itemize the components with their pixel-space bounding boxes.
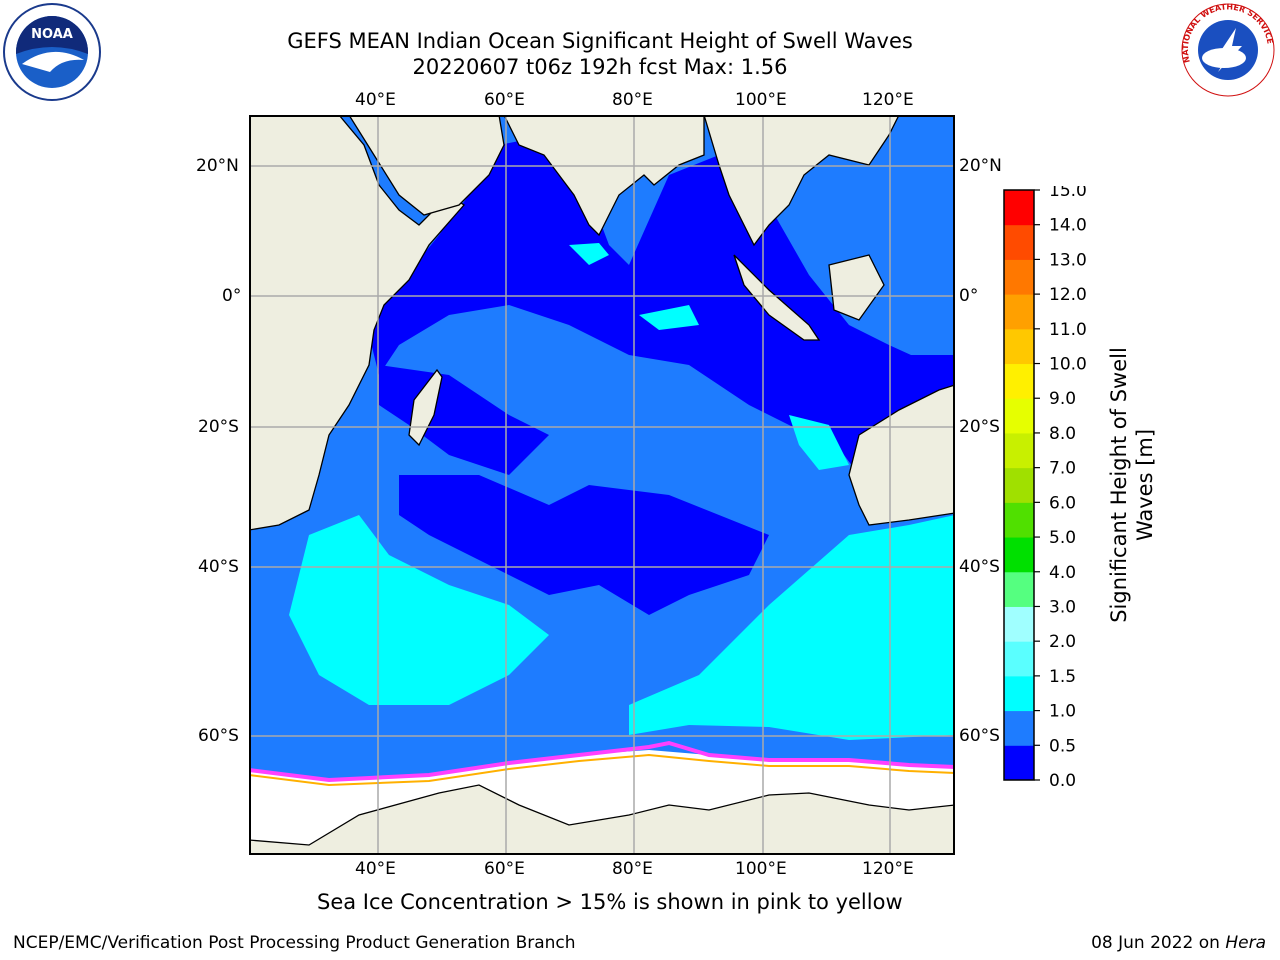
lon-label-bottom-80e: 80°E <box>612 859 653 879</box>
colorbar-tick-label: 3.0 <box>1049 597 1076 617</box>
land-arabia <box>348 115 505 216</box>
colorbar-tick-label: 14.0 <box>1049 216 1087 236</box>
colorbar-tick-label: 6.0 <box>1049 493 1076 513</box>
lon-label-top-120e: 120°E <box>862 90 914 110</box>
land-borneo <box>828 254 885 321</box>
lat-label-right-20n: 20°N <box>959 156 1002 176</box>
lon-label-top-40e: 40°E <box>355 90 396 110</box>
lat-label-right-0: 0° <box>959 286 979 306</box>
low-swell-north <box>369 135 955 445</box>
colorbar-segment <box>1004 259 1034 295</box>
colorbar-segment <box>1004 432 1034 469</box>
lat-label-right-20s: 20°S <box>959 417 1000 437</box>
noaa-logo: NOAA <box>3 3 101 101</box>
colorbar-segment <box>1004 224 1034 260</box>
land-antarctica <box>249 784 955 855</box>
colorbar-label-line2: Waves [m] <box>1133 428 1157 542</box>
colorbar-segment <box>1004 606 1034 642</box>
land-india <box>503 115 705 237</box>
footer-date-text: 08 Jun 2022 on <box>1091 933 1226 953</box>
colorbar-tick-label: 12.0 <box>1049 285 1087 305</box>
colorbar-segment <box>1004 467 1034 503</box>
sea-ice-edge <box>249 740 955 783</box>
colorbar-label-line1: Significant Height of Swell <box>1107 347 1131 623</box>
land-australia <box>848 384 955 526</box>
colorbar-segment <box>1004 571 1034 607</box>
colorbar: 0.0 0.5 1.0 1.5 2.0 3.0 4.0 5.0 6.0 7.0 8.0 9.0 10.0… <box>1003 186 1087 786</box>
map <box>249 115 955 855</box>
colorbar-tick-label: 0.0 <box>1049 771 1076 786</box>
colorbar-segment <box>1004 190 1034 226</box>
lon-label-top-100e: 100°E <box>735 90 787 110</box>
footer-machine: Hera <box>1225 933 1266 953</box>
colorbar-tick-label: 0.5 <box>1049 736 1076 756</box>
lon-label-bottom-100e: 100°E <box>735 859 787 879</box>
colorbar-segment <box>1004 398 1034 434</box>
lat-label-left-0: 0° <box>222 286 242 306</box>
colorbar-tick-label: 2.0 <box>1049 632 1076 652</box>
sea-ice-note: Sea Ice Concentration > 15% is shown in … <box>317 890 903 914</box>
lon-label-bottom-40e: 40°E <box>355 859 396 879</box>
lon-label-top-80e: 80°E <box>612 90 653 110</box>
colorbar-tick-label: 7.0 <box>1049 459 1076 479</box>
low-swell-central <box>399 475 769 615</box>
lat-label-right-60s: 60°S <box>959 726 1000 746</box>
colorbar-tick-label: 1.0 <box>1049 702 1076 722</box>
colorbar-segment <box>1004 328 1034 365</box>
colorbar-segment <box>1004 502 1034 538</box>
colorbar-tick-label: 1.5 <box>1049 667 1076 687</box>
high-swell-southeast <box>629 515 955 740</box>
sea-ice-edge-outer <box>249 753 955 787</box>
gridlines <box>249 115 955 855</box>
lon-label-bottom-120e: 120°E <box>862 859 914 879</box>
lat-label-left-20s: 20°S <box>198 417 239 437</box>
colorbar-frame <box>1003 189 1035 781</box>
colorbar-segment <box>1004 745 1034 781</box>
chart-title-line1: GEFS MEAN Indian Ocean Significant Heigh… <box>287 29 913 53</box>
colorbar-segment <box>1004 675 1034 712</box>
colorbar-segment <box>1004 363 1034 399</box>
high-swell-patch-3 <box>789 415 849 470</box>
colorbar-tick-label: 9.0 <box>1049 389 1076 409</box>
colorbar-segment <box>1004 294 1034 330</box>
footer-date: 08 Jun 2022 on Hera <box>1091 933 1266 953</box>
colorbar-tick-label: 15.0 <box>1049 186 1087 201</box>
lat-label-left-20n: 20°N <box>196 156 239 176</box>
nws-logo: NATIONAL WEATHER SERVICE <box>1181 2 1275 97</box>
noaa-logo-text: NOAA <box>31 27 73 42</box>
colorbar-tick-label: 8.0 <box>1049 424 1076 444</box>
colorbar-tick-label: 4.0 <box>1049 563 1076 583</box>
low-swell-east <box>809 355 955 475</box>
colorbar-tick-label: 13.0 <box>1049 250 1087 270</box>
high-swell-patch-1 <box>569 243 609 265</box>
colorbar-segment <box>1004 537 1034 573</box>
map-frame <box>249 115 955 855</box>
lat-label-left-60s: 60°S <box>198 726 239 746</box>
high-swell-patch-2 <box>639 305 699 330</box>
high-swell-south <box>289 515 549 705</box>
colorbar-tick-label: 10.0 <box>1049 355 1087 375</box>
lat-label-right-40s: 40°S <box>959 557 1000 577</box>
colorbar-segment <box>1004 710 1034 746</box>
footer-credit: NCEP/EMC/Verification Post Processing Pr… <box>13 933 576 953</box>
colorbar-tick-label: 11.0 <box>1049 320 1087 340</box>
chart-title-line2: 20220607 t06z 192h fcst Max: 1.56 <box>412 55 788 79</box>
land-se-asia <box>703 115 900 247</box>
colorbar-tick-label: 5.0 <box>1049 528 1076 548</box>
lon-label-bottom-60e: 60°E <box>484 859 525 879</box>
lat-label-left-40s: 40°S <box>198 557 239 577</box>
lon-label-top-60e: 60°E <box>484 90 525 110</box>
colorbar-segment <box>1004 641 1034 677</box>
